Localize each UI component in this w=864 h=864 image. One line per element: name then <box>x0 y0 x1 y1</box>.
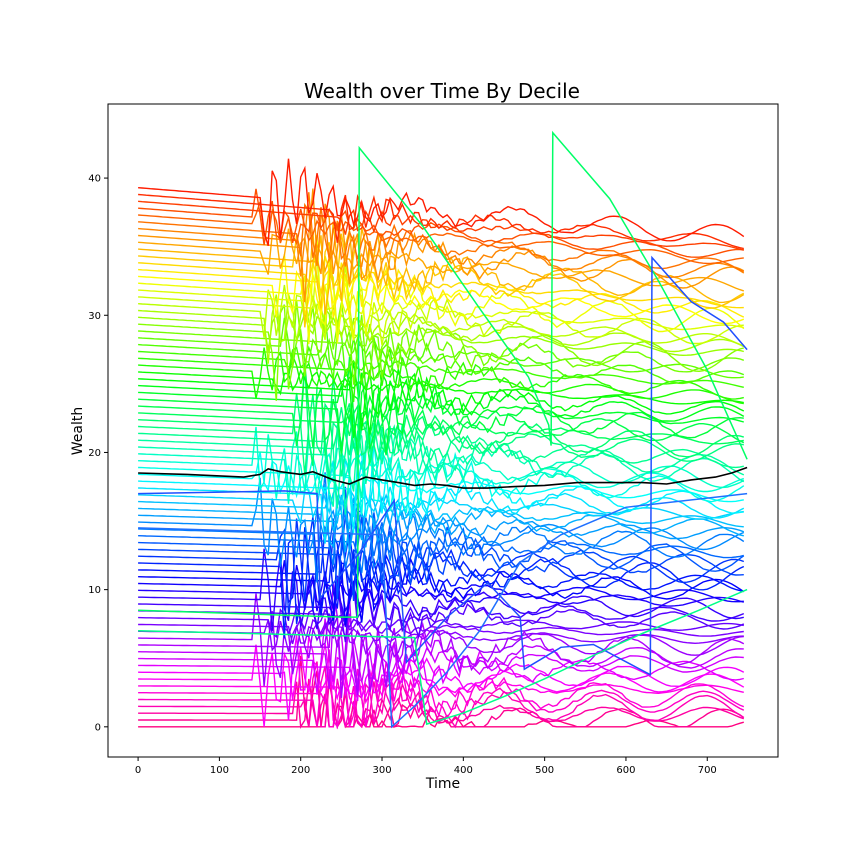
agent-wealth-line <box>138 516 745 614</box>
agent-wealth-line <box>138 315 745 385</box>
agent-wealth-line <box>138 616 744 645</box>
agent-wealth-line <box>138 548 744 632</box>
highlight-series-line <box>138 588 748 726</box>
agent-wealth-line <box>138 671 744 709</box>
agent-wealth-line <box>138 514 744 601</box>
y-tick-label: 20 <box>88 448 101 459</box>
agent-wealth-line <box>138 262 744 309</box>
agent-wealth-line <box>138 665 745 729</box>
x-tick-label: 200 <box>291 765 310 776</box>
x-axis-label: Time <box>425 776 460 792</box>
agent-wealth-line <box>138 202 745 273</box>
agent-wealth-line <box>138 356 744 455</box>
agent-wealth-line <box>138 583 745 698</box>
mean-wealth-line <box>138 466 748 489</box>
agent-wealth-line <box>138 575 745 628</box>
agent-wealth-line <box>138 193 744 250</box>
agent-wealth-line <box>138 451 744 503</box>
agent-wealth-line <box>138 409 745 516</box>
agent-wealth-line <box>138 443 744 534</box>
agent-wealth-line <box>138 618 744 692</box>
highlight-series-line <box>138 255 748 676</box>
y-tick-label: 40 <box>88 174 101 185</box>
agent-wealth-line <box>138 366 745 467</box>
agent-wealth-line <box>138 317 744 379</box>
agent-wealth-line <box>138 649 745 729</box>
agent-wealth-line <box>138 493 744 532</box>
agent-wealth-line <box>138 527 745 639</box>
agent-wealth-line <box>138 201 744 265</box>
agent-wealth-line <box>138 192 745 279</box>
agent-wealth-line <box>138 279 744 331</box>
agent-wealth-line <box>138 228 745 292</box>
agent-wealth-line <box>138 571 744 613</box>
plot-lines <box>138 130 748 730</box>
x-tick-label: 400 <box>454 765 473 776</box>
agent-wealth-line <box>138 661 745 730</box>
x-tick-label: 300 <box>372 765 391 776</box>
y-tick-label: 0 <box>95 722 101 733</box>
agent-wealth-line <box>138 560 744 610</box>
agent-wealth-line <box>138 255 745 318</box>
agent-wealth-line <box>138 414 744 482</box>
agent-wealth-line <box>138 253 744 346</box>
agent-wealth-line <box>138 254 745 325</box>
agent-wealth-line <box>138 417 745 509</box>
chart-title: Wealth over Time By Decile <box>304 79 580 103</box>
agent-wealth-line <box>138 494 745 553</box>
agent-wealth-line <box>138 221 745 315</box>
agent-wealth-line <box>138 300 744 401</box>
agent-wealth-line <box>138 337 744 403</box>
agent-wealth-line <box>138 424 745 515</box>
x-tick-label: 500 <box>535 765 554 776</box>
x-tick-label: 700 <box>698 765 717 776</box>
agent-wealth-line <box>138 363 745 448</box>
agent-wealth-line <box>138 695 744 729</box>
agent-wealth-line <box>138 158 745 247</box>
agent-wealth-line <box>138 613 744 689</box>
agent-wealth-line <box>138 628 744 702</box>
agent-wealth-line <box>138 547 744 616</box>
y-tick-label: 30 <box>88 311 101 322</box>
agent-wealth-line <box>138 345 744 388</box>
plot-frame <box>107 103 779 758</box>
y-tick-label: 10 <box>88 585 101 596</box>
agent-wealth-line <box>138 404 744 445</box>
x-tick-label: 100 <box>210 765 229 776</box>
agent-wealth-line <box>138 310 744 357</box>
agent-wealth-line <box>138 370 745 439</box>
x-tick-label: 600 <box>616 765 635 776</box>
agent-wealth-line <box>138 284 745 347</box>
agent-wealth-line <box>138 603 744 639</box>
agent-wealth-line <box>138 431 745 504</box>
agent-wealth-line <box>138 635 745 721</box>
agent-wealth-line <box>138 472 745 583</box>
y-axis-label: Wealth <box>70 407 86 455</box>
agent-wealth-line <box>138 644 745 727</box>
agent-wealth-line <box>138 517 744 559</box>
agent-wealth-line <box>138 231 745 328</box>
agent-wealth-line <box>138 362 745 431</box>
axes: 0 100 200 300 400 500 600 700 0 10 20 30 40 <box>88 174 717 776</box>
highlight-series-line <box>138 492 748 729</box>
highlight-series-line <box>138 130 748 618</box>
agent-wealth-line <box>138 579 745 643</box>
agent-wealth-line <box>138 347 744 405</box>
agent-wealth-line <box>138 234 745 345</box>
x-tick-label: 0 <box>135 765 141 776</box>
agent-wealth-line <box>138 311 745 385</box>
agent-wealth-line <box>138 483 744 552</box>
